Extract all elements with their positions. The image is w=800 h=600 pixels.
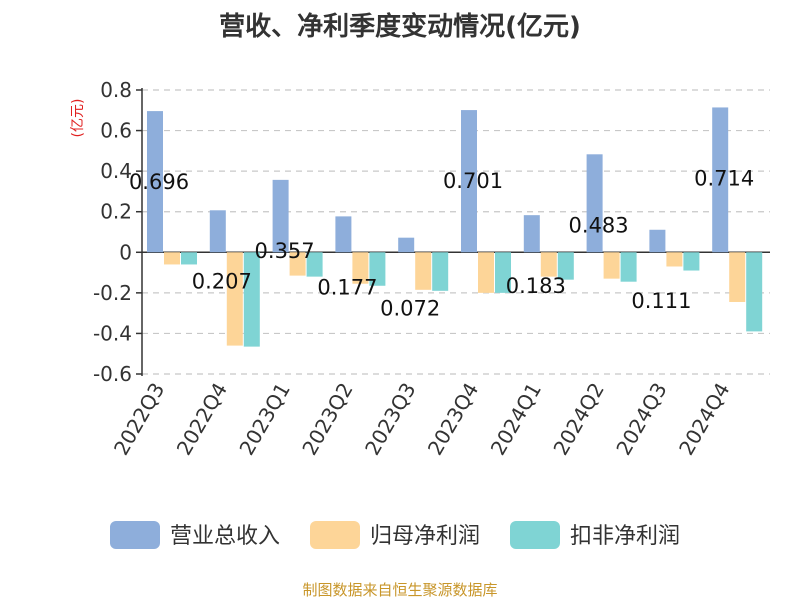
bars — [147, 107, 763, 347]
bar — [712, 107, 729, 253]
x-axis-ticks: 2022Q3 2022Q4 2023Q1 2023Q2 2023Q3 2023Q4 2024… — [109, 379, 735, 460]
bar — [335, 216, 352, 253]
x-tick-label: 2023Q2 — [297, 379, 357, 460]
x-tick-label: 2023Q4 — [423, 379, 483, 460]
data-label: 0.183 — [506, 274, 566, 298]
legend: 营业总收入 归母净利润 扣非净利润 — [110, 521, 680, 549]
bar — [683, 252, 700, 271]
bar — [666, 252, 683, 267]
bar — [289, 252, 306, 276]
y-tick-label: 0 — [119, 240, 132, 264]
y-tick-label: 0.4 — [100, 159, 132, 183]
bar — [398, 237, 415, 253]
bar — [181, 252, 197, 265]
bar — [461, 110, 477, 253]
data-label: 0.111 — [631, 289, 691, 313]
x-tick-label: 2022Q4 — [172, 379, 232, 460]
legend-label: 营业总收入 — [170, 524, 280, 549]
data-label: 0.696 — [129, 170, 189, 194]
bar — [272, 179, 289, 253]
bar — [147, 111, 163, 253]
bar — [243, 252, 260, 347]
data-label: 0.701 — [443, 169, 503, 193]
legend-swatch — [310, 521, 360, 549]
y-tick-label: -0.4 — [93, 321, 132, 345]
y-tick-label: -0.2 — [93, 281, 132, 305]
bar — [523, 215, 540, 253]
bar — [478, 252, 494, 293]
bar — [306, 252, 323, 277]
legend-swatch — [510, 521, 560, 549]
x-tick-label: 2022Q3 — [109, 379, 169, 460]
bar — [557, 252, 574, 280]
bar — [226, 252, 243, 346]
x-tick-label: 2024Q4 — [674, 379, 734, 460]
x-tick-label: 2024Q2 — [548, 379, 608, 460]
y-tick-label: 0.6 — [100, 119, 132, 143]
bar — [649, 229, 666, 253]
bar — [603, 252, 620, 279]
chart-title: 营收、净利季度变动情况(亿元) — [219, 11, 581, 42]
x-tick-label: 2023Q3 — [360, 379, 420, 460]
data-label: 0.483 — [569, 213, 629, 237]
y-axis-unit: (亿元) — [70, 99, 86, 138]
legend-swatch — [110, 521, 160, 549]
legend-label: 归母净利润 — [370, 524, 480, 549]
bar — [432, 252, 449, 291]
bar — [540, 252, 557, 277]
y-tick-label: 0.8 — [100, 78, 132, 102]
x-tick-label: 2023Q1 — [234, 379, 294, 460]
bar — [209, 210, 226, 253]
y-tick-label: -0.6 — [93, 362, 132, 386]
data-label: 0.357 — [255, 239, 315, 263]
data-label: 0.207 — [192, 269, 252, 293]
axes: 0.8 0.6 0.4 0.2 0 -0.2 -0.4 -0.6 — [93, 78, 770, 386]
bar — [729, 252, 746, 302]
source-note: 制图数据来自恒生聚源数据库 — [302, 581, 497, 599]
y-tick-label: 0.2 — [100, 200, 132, 224]
legend-label: 扣非净利润 — [570, 524, 680, 549]
bar — [495, 252, 511, 293]
bar — [352, 252, 369, 284]
data-label: 0.177 — [317, 275, 377, 299]
data-label: 0.714 — [694, 166, 754, 190]
data-label: 0.072 — [380, 297, 440, 321]
bar — [746, 252, 763, 332]
x-tick-label: 2024Q1 — [486, 379, 546, 460]
bar — [164, 252, 180, 265]
bar — [586, 154, 603, 253]
bar — [415, 252, 432, 290]
bar — [620, 252, 637, 282]
grid — [142, 89, 770, 375]
x-tick-label: 2024Q3 — [611, 379, 671, 460]
bar — [369, 252, 386, 286]
